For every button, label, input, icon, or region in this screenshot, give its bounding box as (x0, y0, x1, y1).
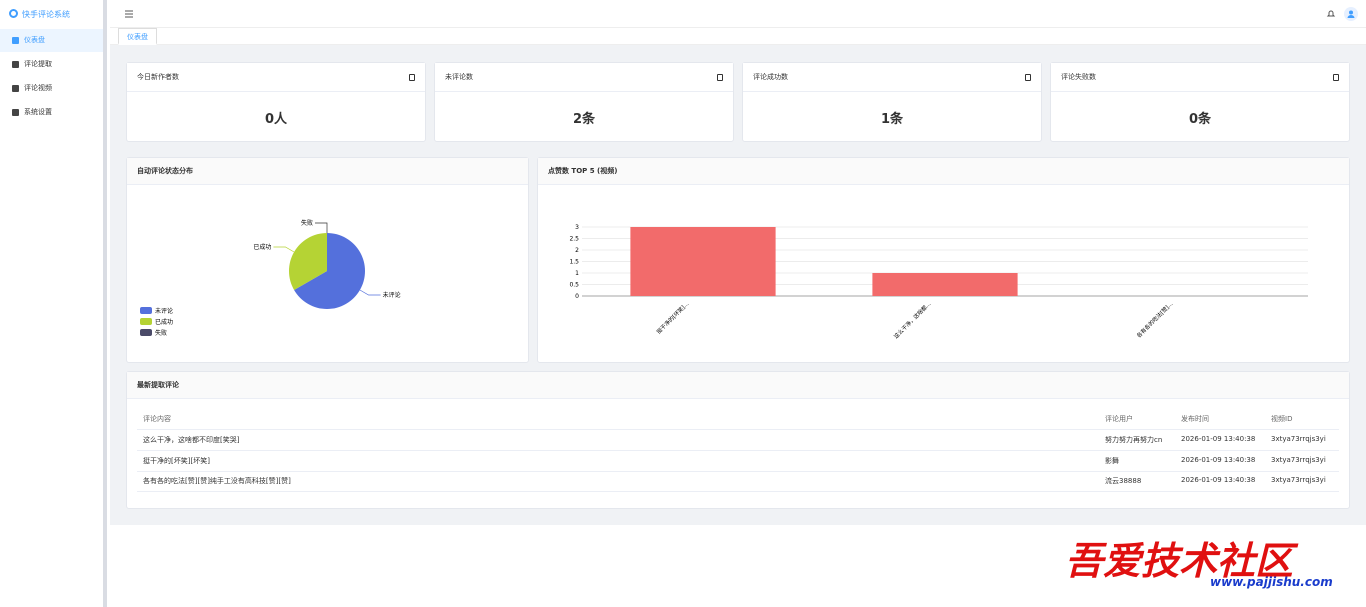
menu-toggle[interactable] (124, 9, 134, 19)
stat-icon (1025, 74, 1031, 81)
pie-slice (294, 233, 365, 309)
legend-swatch (140, 329, 152, 336)
table-title: 最新提取评论 (137, 381, 179, 389)
watermark-title: 吾爱技术社区 (1065, 539, 1294, 583)
x-tick-label: 各有各的吃法[赞]... (1135, 300, 1175, 340)
stat-label: 评论失败数 (1061, 73, 1096, 81)
pie-label: 失败 (301, 219, 313, 227)
column-header: 视频ID (1271, 415, 1293, 423)
column-header: 评论内容 (143, 415, 171, 423)
stat-value: 1条 (880, 112, 904, 127)
menu-item[interactable]: 评论视频 (24, 84, 52, 92)
label-line (359, 289, 381, 296)
stat-card: 今日新作者数 0人 (126, 62, 426, 142)
chart-card: 自动评论状态分布 未评论 已成功 失败 未评论 已成功 失败 (126, 157, 529, 363)
table-cell: 3xtya73rrqjs3yi (1271, 435, 1326, 443)
stat-header: 评论成功数 (743, 63, 1041, 92)
stat-card: 评论失败数 0条 (1050, 62, 1350, 142)
chart-card: 点赞数 TOP 5 (视频) 0 0.5 1 1.5 2 2.5 3 挺干净的[坏笑]... 这么… (537, 157, 1350, 363)
pie-label: 未评论 (383, 291, 401, 299)
chart: 0 0.5 1 1.5 2 2.5 3 挺干净的[坏笑]... 这么干净，这啥都... 各有各的吃… (569, 224, 1308, 341)
legend-label: 未评论 (155, 307, 173, 315)
stat-icon (717, 74, 723, 81)
label-line (273, 246, 295, 253)
table-cell: 3xtya73rrqjs3yi (1271, 476, 1326, 484)
chart-title: 点赞数 TOP 5 (视频) (548, 167, 618, 175)
table-cell: 3xtya73rrqjs3yi (1271, 455, 1326, 464)
stat-label: 未评论数 (445, 73, 473, 81)
table-cell: 各有各的吃法[赞][赞]纯手工没有高科技[赞][赞] (143, 477, 291, 485)
chart-header: 点赞数 TOP 5 (视频) (538, 158, 1349, 185)
y-tick-label: 3 (575, 224, 579, 231)
chart-header: 自动评论状态分布 (127, 158, 528, 185)
table-cell: 2026-01-09 13:40:38 (1181, 455, 1256, 464)
row-divider (137, 470, 1339, 472)
stat-header: 评论失败数 (1051, 63, 1349, 92)
sidebar: 快手评论系统仪表盘评论提取评论视频系统设置 (0, 0, 107, 607)
bar (630, 227, 776, 296)
table-card: 最新提取评论 评论内容 评论用户 发布时间 视频ID 这么干净，这啥都不印度[笑哭] 努力努… (126, 371, 1350, 509)
table-cell: 2026-01-09 13:40:38 (1181, 435, 1256, 443)
avatar[interactable] (1344, 7, 1358, 21)
menu-icon (12, 61, 19, 68)
y-tick-label: 0 (575, 293, 579, 300)
stat-label: 评论成功数 (753, 73, 788, 81)
stat-icon (409, 74, 415, 81)
label-line (315, 222, 328, 233)
menu-item[interactable]: 评论提取 (24, 60, 52, 68)
table-cell: 2026-01-09 13:40:38 (1181, 476, 1256, 484)
y-tick-label: 0.5 (569, 282, 579, 289)
watermark: 吾爱技术社区 www.pajjishu.com (1060, 525, 1360, 605)
stat-value: 2条 (572, 112, 596, 127)
chart-title: 自动评论状态分布 (137, 167, 193, 175)
x-tick-label: 这么干净，这啥都... (892, 300, 933, 341)
menu-icon (12, 109, 19, 116)
legend-swatch (140, 307, 152, 314)
table-cell: 影舞 (1105, 456, 1119, 465)
table-header: 最新提取评论 (127, 372, 1349, 399)
y-tick-label: 2 (575, 247, 579, 254)
menu-icon (12, 37, 19, 44)
table-cell: 流云38888 (1105, 477, 1142, 485)
app-title: 快手评论系统 (22, 10, 70, 19)
stat-header: 未评论数 (435, 63, 733, 92)
row-divider (137, 450, 1339, 451)
y-tick-label: 1.5 (569, 259, 579, 266)
content: 今日新作者数 0人 未评论数 2条 评论成功数 1条 评论失败数 0条 自动评论状态分布 未评论已… (110, 45, 1366, 525)
legend-swatch (140, 318, 152, 325)
menu-icon (12, 85, 19, 92)
stat-card: 未评论数 2条 (434, 62, 734, 142)
stat-card: 评论成功数 1条 (742, 62, 1042, 142)
table-cell: 这么干净，这啥都不印度[笑哭] (143, 436, 240, 444)
legend-label: 失败 (155, 329, 167, 337)
pie-slice (289, 233, 327, 290)
row-divider (137, 429, 1339, 430)
y-tick-label: 1 (575, 270, 579, 277)
watermark-url: www.pajjishu.com (1210, 575, 1333, 589)
stat-value: 0条 (1188, 112, 1212, 127)
tab-bar: 仪表盘 (110, 28, 1366, 45)
stat-icon (1333, 74, 1339, 81)
pie-label: 已成功 (253, 243, 271, 251)
menu-item[interactable]: 仪表盘 (0, 29, 103, 52)
stat-value: 0人 (264, 112, 288, 127)
row-divider (137, 491, 1339, 492)
table-cell: 努力努力再努力cn (1105, 436, 1163, 444)
legend-label: 已成功 (155, 318, 173, 326)
stat-label: 今日新作者数 (137, 73, 179, 81)
table-cell: 挺干净的[坏笑][坏笑] (143, 456, 210, 465)
stat-header: 今日新作者数 (127, 63, 425, 92)
x-tick-label: 挺干净的[坏笑]... (655, 300, 691, 336)
bar (872, 273, 1018, 296)
column-header: 发布时间 (1181, 415, 1209, 423)
y-tick-label: 2.5 (569, 236, 579, 243)
top-bar (110, 0, 1366, 28)
logo-icon (9, 9, 18, 18)
tab[interactable]: 仪表盘 (118, 28, 157, 45)
column-header: 评论用户 (1105, 415, 1133, 423)
bell-icon[interactable] (1326, 9, 1336, 19)
menu-item[interactable]: 系统设置 (24, 108, 52, 116)
